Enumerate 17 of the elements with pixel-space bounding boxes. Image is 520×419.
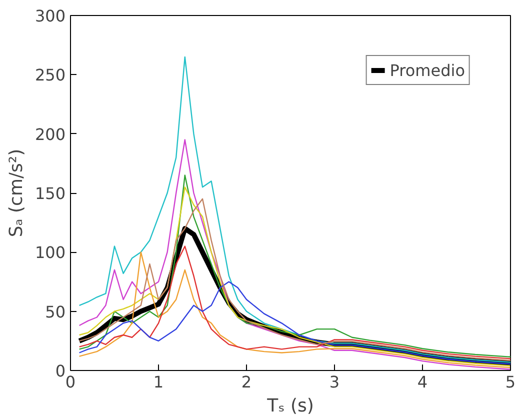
x-axis-title: Tₛ (s) (266, 396, 314, 416)
legend-label: Promedio (390, 60, 465, 80)
x-tick-label: 4 (417, 372, 428, 392)
y-axis-title: Sₐ (cm/s²) (6, 148, 27, 238)
y-tick-label: 300 (34, 6, 66, 26)
line-series (78, 139, 510, 370)
x-tick-label: 1 (153, 372, 164, 392)
y-tick-label: 100 (34, 243, 66, 262)
x-tick-label: 5 (505, 372, 516, 392)
y-tick-label: 50 (45, 302, 66, 322)
y-tick-label: 250 (34, 66, 66, 85)
x-tick-label: 2 (241, 372, 252, 392)
line-series (78, 56, 510, 363)
line-series (78, 281, 510, 365)
y-tick-label: 150 (34, 184, 66, 203)
y-tick-label: 200 (34, 124, 66, 144)
x-tick-label: 3 (329, 372, 340, 392)
